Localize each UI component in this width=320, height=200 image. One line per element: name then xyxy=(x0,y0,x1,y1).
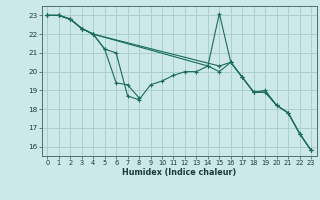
X-axis label: Humidex (Indice chaleur): Humidex (Indice chaleur) xyxy=(122,168,236,177)
